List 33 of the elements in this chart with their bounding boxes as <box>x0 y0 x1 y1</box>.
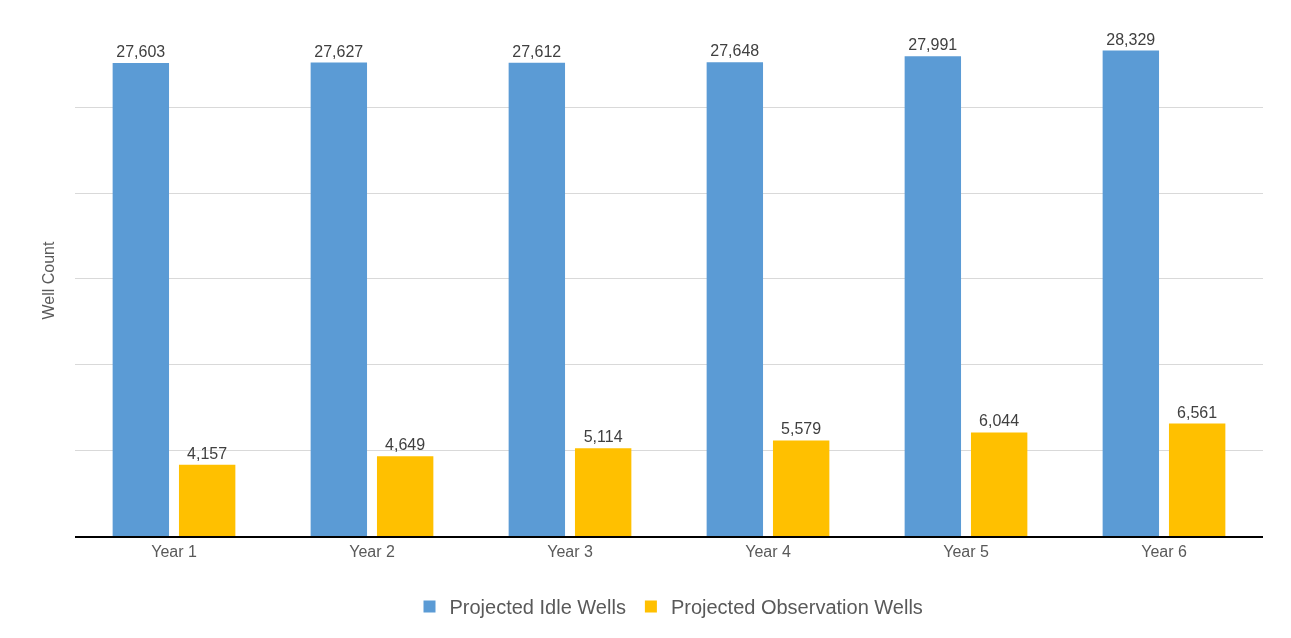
data-label: 27,648 <box>710 42 760 60</box>
data-label: 5,114 <box>583 428 623 446</box>
x-tick-label: Year 3 <box>547 543 593 561</box>
data-label: 27,991 <box>908 36 958 54</box>
bar <box>310 62 368 536</box>
bar <box>1102 50 1160 536</box>
data-label: 5,579 <box>781 420 822 438</box>
bar <box>904 56 962 536</box>
x-tick-label: Year 2 <box>349 543 395 561</box>
bar <box>508 62 566 536</box>
bar <box>178 464 236 536</box>
legend-label: Projected Idle Wells <box>449 596 626 619</box>
data-label: 27,612 <box>512 42 562 60</box>
x-tick-label: Year 6 <box>1141 543 1187 561</box>
bar <box>1168 423 1226 536</box>
data-label: 6,561 <box>1177 403 1218 421</box>
data-label: 4,157 <box>187 444 228 462</box>
x-tick-label: Year 1 <box>151 543 197 561</box>
bar <box>376 456 434 536</box>
legend-label: Projected Observation Wells <box>670 596 923 619</box>
bar <box>970 432 1028 536</box>
data-label: 6,044 <box>979 412 1020 430</box>
bar <box>112 62 170 536</box>
bar <box>706 62 764 536</box>
data-label: 27,627 <box>314 42 364 60</box>
y-axis-title: Well Count <box>39 240 57 320</box>
data-label: 27,603 <box>116 42 166 60</box>
bar <box>574 448 632 536</box>
x-tick-label: Year 5 <box>943 543 989 561</box>
bar <box>772 440 830 536</box>
data-label: 28,329 <box>1106 30 1156 48</box>
data-label: 4,649 <box>385 436 426 454</box>
x-tick-label: Year 4 <box>745 543 791 561</box>
